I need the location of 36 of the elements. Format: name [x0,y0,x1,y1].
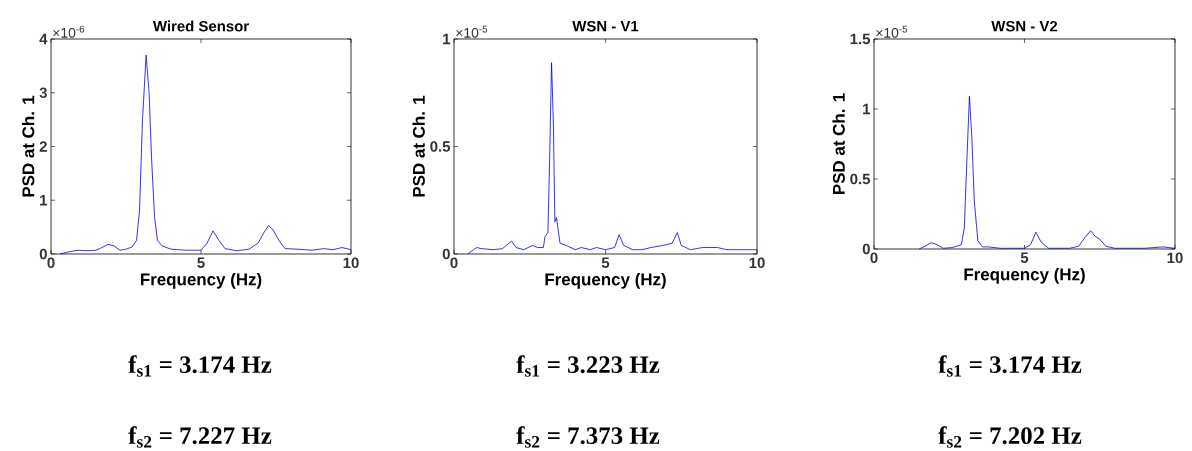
text: f$_{s2}$ = 7.227 Hz [128,426,272,448]
text: f$_{s1}$ = 3.174 Hz [938,355,1082,377]
y-axis-title: PSD at Ch. 1 [21,95,35,197]
y-tick-label: 0.5 [430,141,451,152]
y-tick-label: 2 [39,141,47,152]
x-tick-label: 10 [1167,252,1183,264]
text: ×10$^{-5}$ [876,25,908,38]
text: f$_{s1}$ = 3.174 Hz [128,355,272,377]
y-tick-label: 1 [40,195,48,206]
x-axis-title: Frequency (Hz) [964,267,1085,284]
x-tick-label: 10 [343,257,359,269]
y-tick-label: 0.5 [850,173,871,185]
chart-title: Wired Sensor [152,20,249,32]
x-tick-label: 10 [749,257,765,269]
text: f$_{s2}$ = 7.373 Hz [516,426,660,448]
line-series [918,96,1176,250]
y-tick-label: 1 [863,103,871,115]
y-tick-label: 4 [39,33,48,45]
x-tick-label: 5 [197,257,205,268]
line-series [59,54,352,255]
y-tick-label: 0 [862,243,870,255]
text: f$_{s1}$ = 3.223 Hz [516,355,660,377]
x-tick-label: 5 [601,257,610,268]
y-tick-label: 3 [39,87,47,99]
text: f$_{s2}$ = 7.202 Hz [938,426,1082,448]
y-axis-title: PSD at Ch. 1 [412,95,425,197]
x-axis-title: Frequency (Hz) [545,272,666,289]
y-tick-label: 1.5 [850,33,871,45]
x-tick-label: 5 [1020,252,1029,263]
chart-title: WSN - V2 [991,20,1058,32]
text: ×10$^{-5}$ [456,25,488,38]
chart-title: WSN - V1 [572,20,639,32]
y-axis-title: PSD at Ch. 1 [832,93,845,194]
x-axis-title: Frequency (Hz) [140,272,262,289]
y-tick-label: 1 [443,33,451,45]
text: ×10$^{-6}$ [53,25,85,38]
